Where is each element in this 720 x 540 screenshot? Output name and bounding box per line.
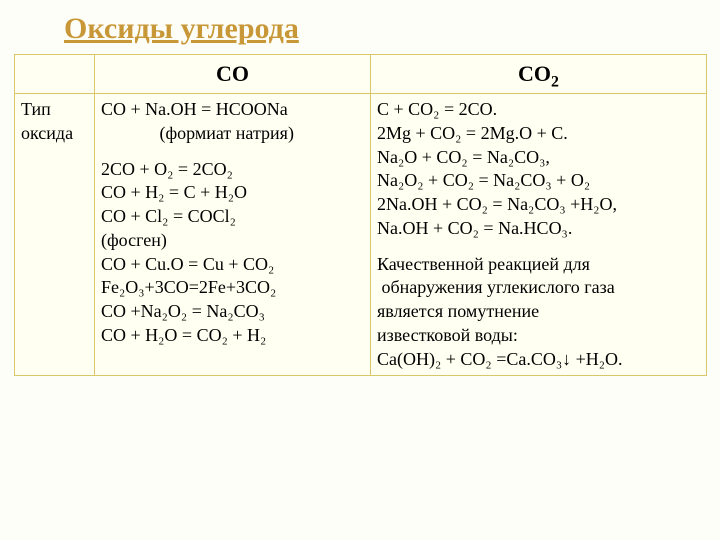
co-l6: (фосген) [101, 229, 364, 253]
co-l10: CO + H₂O = CO₂ + H₂ [101, 324, 364, 348]
page-title: Оксиды углерода [0, 0, 720, 54]
co-l7: CO + Cu.O = Cu + CO₂ [101, 253, 364, 277]
co2-l2: 2Mg + CO₂ = 2Mg.O + C. [377, 122, 700, 146]
table-header-row: CO CO2 [15, 55, 707, 94]
co-l8: Fe₂O₃+3CO=2Fe+3CO₂ [101, 276, 364, 300]
co-cell: CO + Na.OH = HCOONa (формиат натрия) 2CO… [95, 94, 371, 376]
co-gap1 [101, 146, 364, 158]
co-l3: 2CO + O₂ = 2CO₂ [101, 158, 364, 182]
header-blank [15, 55, 95, 94]
co2-l10: известковой воды: [377, 324, 700, 348]
co2-gap1 [377, 241, 700, 253]
co2-l6: Na.OH + CO₂ = Na.HCO₃. [377, 217, 700, 241]
co2-l3: Na₂O + CO₂ = Na₂CO₃, [377, 146, 700, 170]
co2-l4: Na₂O₂ + CO₂ = Na₂CO₃ + O₂ [377, 169, 700, 193]
co-l2: (формиат натрия) [101, 122, 364, 146]
row-label-l2: оксида [21, 122, 88, 146]
co2-cell: C + CO₂ = 2CO. 2Mg + CO₂ = 2Mg.O + C. Na… [371, 94, 707, 376]
row-label-cell: Тип оксида [15, 94, 95, 376]
header-co2: CO2 [371, 55, 707, 94]
co-l4: CO + H₂ = C + H₂O [101, 181, 364, 205]
row-label-l1: Тип [21, 98, 88, 122]
co-l5: CO + Cl₂ = COCl₂ [101, 205, 364, 229]
oxides-table: CO CO2 Тип оксида CO + Na.OH = HCOONa (ф… [14, 54, 707, 376]
co2-l7: Качественной реакцией для [377, 253, 700, 277]
co2-l1: C + CO₂ = 2CO. [377, 98, 700, 122]
co2-l11: Ca(OH)₂ + CO₂ =Ca.CO₃↓ +H₂O. [377, 348, 700, 372]
header-co2-pre: CO [518, 61, 551, 86]
co-l1: CO + Na.OH = HCOONa [101, 98, 364, 122]
co2-l5: 2Na.OH + CO₂ = Na₂CO₃ +H₂O, [377, 193, 700, 217]
table-row: Тип оксида CO + Na.OH = HCOONa (формиат … [15, 94, 707, 376]
co2-l9: является помутнение [377, 300, 700, 324]
header-co2-sub: 2 [551, 73, 559, 90]
header-co: CO [95, 55, 371, 94]
co2-l8: обнаружения углекислого газа [377, 276, 700, 300]
co-l9: CO +Na₂O₂ = Na₂CO₃ [101, 300, 364, 324]
